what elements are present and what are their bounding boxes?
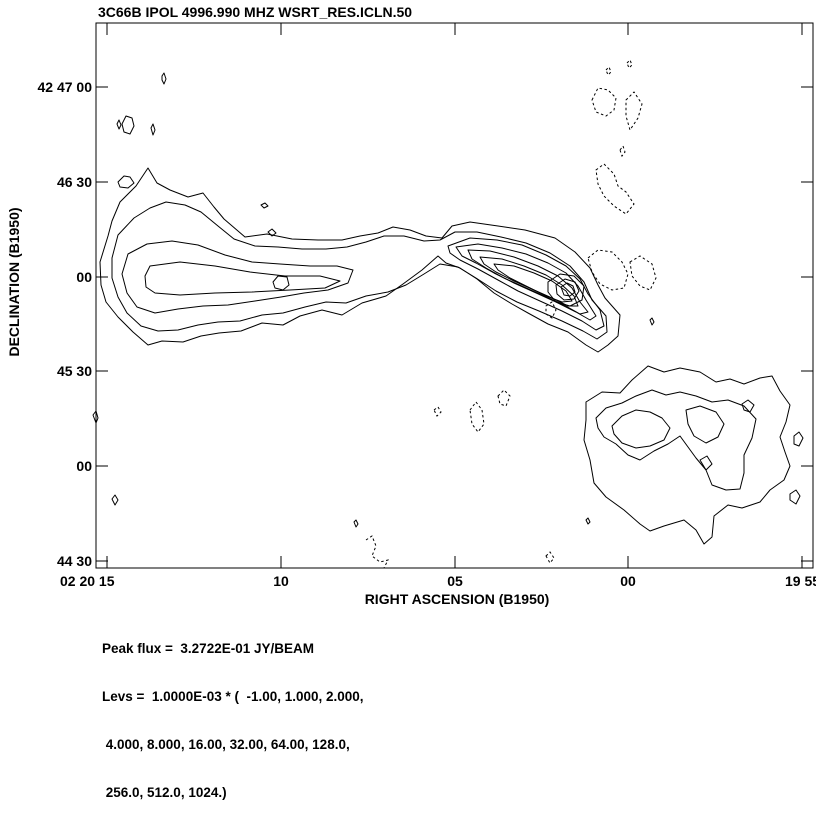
noise-contour	[161, 72, 167, 85]
noise-contour	[116, 119, 122, 130]
negative-contour	[629, 255, 657, 291]
y-tick-label: 45 30	[57, 363, 92, 379]
negative-contour	[626, 59, 633, 69]
west-lobe-island	[741, 399, 755, 413]
negative-contour	[605, 66, 612, 76]
y-tick-label: 42 47 00	[38, 79, 93, 95]
positive-contours	[92, 72, 804, 545]
west-lobe-island	[793, 431, 804, 447]
jet-contour-3	[447, 237, 605, 331]
x-tick-label: 05	[447, 573, 463, 589]
east-lobe-island	[260, 202, 269, 209]
plot-frame	[95, 22, 814, 569]
jet-contour-6	[479, 256, 579, 307]
x-tick-label: 19 55	[785, 573, 816, 589]
noise-contour	[92, 410, 99, 424]
east-lobe-contour-2	[111, 201, 608, 340]
x-ticks	[106, 23, 803, 568]
east-lobe-island	[117, 175, 135, 189]
noise-contour	[121, 115, 135, 135]
levels-line-3: 256.0, 512.0, 1024.)	[102, 785, 227, 800]
west-lobe-contour-1	[583, 365, 791, 545]
negative-contours	[365, 59, 657, 569]
west-lobe-contour-3	[611, 409, 671, 449]
y-tick-label: 00	[76, 458, 92, 474]
negative-contour	[625, 91, 643, 132]
x-tick-label: 02 20 15	[60, 573, 115, 589]
negative-contour	[433, 406, 442, 417]
negative-contour	[497, 389, 511, 407]
noise-contour	[353, 519, 359, 528]
core-contour-2	[555, 278, 580, 301]
y-tick-label: 44 30	[57, 553, 92, 569]
negative-contour	[545, 551, 555, 564]
peak-flux-text: Peak flux = 3.2722E-01 JY/BEAM	[102, 641, 314, 656]
west-lobe-contour-3b	[685, 405, 725, 444]
y-tick-label: 46 30	[57, 174, 92, 190]
noise-contour	[150, 123, 156, 136]
west-lobe-island	[699, 455, 713, 471]
levels-line-1: Levs = 1.0000E-03 * ( -1.00, 1.000, 2.00…	[102, 689, 364, 704]
noise-contour	[585, 517, 591, 525]
east-lobe-island	[267, 228, 277, 237]
core-contour-1	[547, 273, 585, 307]
negative-contour	[545, 301, 557, 319]
east-lobe-contour-1	[99, 167, 621, 353]
noise-contour	[649, 317, 655, 326]
negative-contour	[619, 144, 626, 158]
negative-contour	[587, 249, 629, 291]
y-tick-label: 00	[76, 269, 92, 285]
x-axis-label: RIGHT ASCENSION (B1950)	[365, 591, 550, 607]
chart-title: 3C66B IPOL 4996.990 MHZ WSRT_RES.ICLN.50	[98, 4, 412, 20]
x-tick-label: 10	[273, 573, 289, 589]
levels-line-2: 4.000, 8.000, 16.00, 32.00, 64.00, 128.0…	[102, 737, 350, 752]
negative-contour	[469, 401, 485, 433]
x-tick-label: 00	[620, 573, 636, 589]
y-axis-label: DECLINATION (B1950)	[6, 207, 22, 356]
jet-contour-5	[467, 249, 589, 315]
contour-plot: 3C66B IPOL 4996.990 MHZ WSRT_RES.ICLN.50…	[6, 4, 816, 607]
west-lobe-island	[789, 489, 801, 505]
negative-contour	[365, 535, 389, 569]
east-lobe-island	[272, 275, 290, 291]
y-ticks	[96, 86, 813, 562]
negative-contour	[591, 87, 617, 117]
east-lobe-contour-4	[144, 261, 341, 296]
x-tick-labels: 02 20 15 10 05 00 19 55	[60, 573, 816, 589]
plot-footer: Peak flux = 3.2722E-01 JY/BEAM Levs = 1.…	[102, 609, 364, 817]
core-contour-3	[560, 282, 576, 297]
jet-contour-7	[493, 263, 573, 303]
noise-contour	[111, 494, 119, 506]
y-tick-labels: 42 47 00 46 30 00 45 30 00 44 30	[38, 79, 93, 569]
west-lobe-contour-2	[595, 389, 757, 491]
negative-contour	[595, 163, 635, 215]
east-lobe-contour-3	[121, 240, 354, 314]
